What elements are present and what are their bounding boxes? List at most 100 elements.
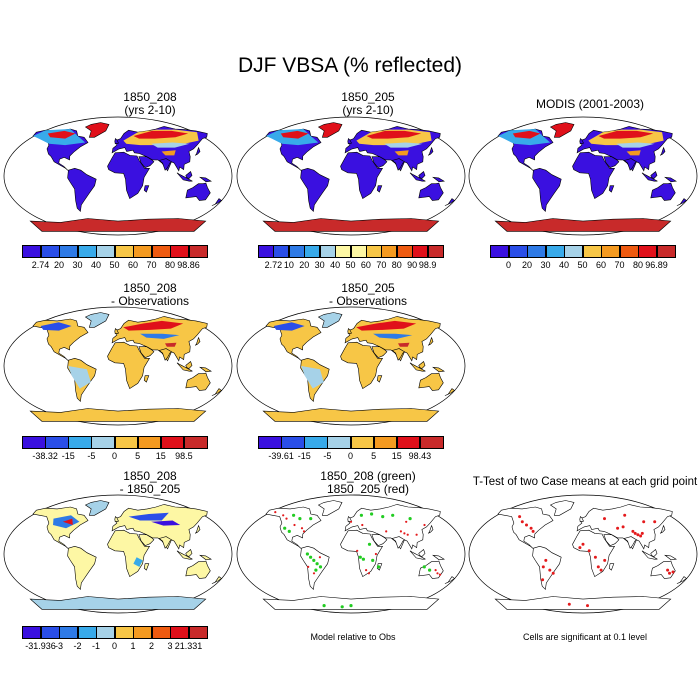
colorbar-tick-label: 60	[360, 260, 371, 270]
grid-cell-marker	[436, 572, 439, 575]
colorbar-swatch	[601, 245, 621, 258]
continent-borneo	[185, 361, 193, 369]
continent-greenland	[84, 312, 110, 328]
continent-arabia	[371, 346, 388, 358]
continent-greenland	[317, 500, 343, 516]
continent-africa	[340, 341, 384, 390]
field-region	[128, 512, 169, 521]
grid-cell-marker	[544, 558, 548, 562]
continent-antarctica	[29, 218, 207, 232]
colorbar-swatch	[170, 626, 190, 639]
continent-arabia	[138, 156, 155, 168]
continent-india	[391, 536, 406, 549]
grid-cell-marker	[307, 565, 310, 568]
continent-samerica	[532, 545, 562, 591]
colorbar-tick-label: 70	[146, 260, 157, 270]
grid-cell-marker	[361, 557, 365, 561]
colorbar-tick-label: -31.936	[25, 641, 56, 651]
continent-greenland	[317, 122, 343, 138]
continent-borneo	[418, 361, 426, 369]
colorbar-swatch	[22, 626, 42, 639]
grid-cell-marker	[285, 517, 288, 520]
continent-africa	[572, 151, 616, 200]
grid-cell-marker	[621, 525, 625, 529]
grid-cell-marker	[434, 569, 437, 572]
colorbar-swatch	[77, 626, 97, 639]
grid-cell-marker	[315, 562, 319, 566]
colorbar-swatch	[545, 245, 565, 258]
grid-cell-marker	[406, 533, 409, 536]
continent-nz	[676, 576, 688, 584]
colorbar-tick-label: 20	[299, 260, 310, 270]
grid-cell-marker	[541, 565, 545, 569]
continent-antarctica	[262, 408, 440, 422]
colorbar-tick-label: 21.331	[174, 641, 203, 651]
grid-cell-marker	[349, 520, 353, 523]
continent-indonesia	[641, 172, 658, 182]
grid-cell-marker	[365, 569, 368, 572]
continent-newguinea	[664, 176, 677, 183]
colorbar-swatch	[304, 436, 328, 449]
continent-newguinea	[664, 554, 677, 561]
grid-cell-marker	[428, 568, 432, 572]
grid-cell-marker	[548, 568, 552, 572]
grid-cell-marker	[551, 571, 555, 575]
continent-uk	[347, 328, 352, 335]
continent-indonesia	[176, 550, 193, 560]
field-region	[356, 320, 417, 331]
colorbar-swatch	[114, 245, 134, 258]
colorbar-swatch	[508, 245, 528, 258]
colorbar-swatch	[170, 245, 190, 258]
continent-antarctica	[494, 596, 672, 610]
grid-cell-marker	[302, 530, 306, 533]
grid-cell-marker	[274, 511, 277, 514]
field-region	[512, 130, 541, 139]
continent-arabia	[371, 534, 388, 546]
colorbar-swatch	[133, 245, 153, 258]
continent-indonesia	[409, 550, 426, 560]
colorbar-tick-label: -3	[54, 641, 64, 651]
continent-japan	[427, 146, 434, 156]
continent-arabia	[138, 534, 155, 546]
colorbar-tick-label: -2	[73, 641, 82, 651]
grid-cell-marker	[361, 523, 364, 527]
continent-madagascar	[143, 375, 150, 383]
grid-cell-marker	[616, 526, 620, 530]
panel-2-map	[236, 116, 466, 236]
colorbar-swatch	[381, 245, 398, 258]
grid-cell-marker	[415, 533, 418, 536]
continent-samerica	[300, 545, 330, 591]
colorbar-tick-label: 10	[283, 260, 294, 270]
colorbar-tick-label: -1	[91, 641, 101, 651]
colorbar-swatch	[45, 436, 69, 449]
continent-indonesia	[641, 550, 658, 560]
grid-cell-marker	[666, 568, 670, 572]
continent-eurasia	[344, 504, 441, 550]
continent-antarctica	[262, 596, 440, 610]
colorbar-tick-label: -5	[87, 451, 96, 461]
grid-cell-marker	[639, 534, 643, 538]
continent-antarctica	[494, 218, 672, 232]
continent-australia	[185, 372, 211, 391]
colorbar-tick-label: -5	[323, 451, 332, 461]
colorbar-tick-label: 0	[111, 641, 118, 651]
colorbar-tick-label: 3	[167, 641, 173, 651]
colorbar-tick-label: 0	[111, 451, 118, 461]
field-region	[151, 142, 190, 148]
grid-cell-marker	[668, 571, 671, 575]
grid-cell-marker	[309, 555, 313, 559]
grid-cell-marker	[282, 514, 285, 517]
grid-cell-marker	[671, 570, 675, 574]
continent-india	[158, 536, 173, 549]
continent-namerica	[265, 506, 322, 550]
grid-cell-marker	[359, 513, 363, 517]
grid-cell-marker	[593, 555, 597, 559]
colorbar-swatch	[619, 245, 639, 258]
colorbar-tick-label: 2.72	[264, 260, 283, 270]
grid-cell-marker	[305, 552, 309, 556]
continent-borneo	[185, 171, 193, 179]
continent-arabia	[371, 156, 388, 168]
continent-nz	[444, 198, 456, 206]
colorbar-tick-label: 40	[558, 260, 570, 270]
colorbar-tick-label: 50	[345, 260, 356, 270]
